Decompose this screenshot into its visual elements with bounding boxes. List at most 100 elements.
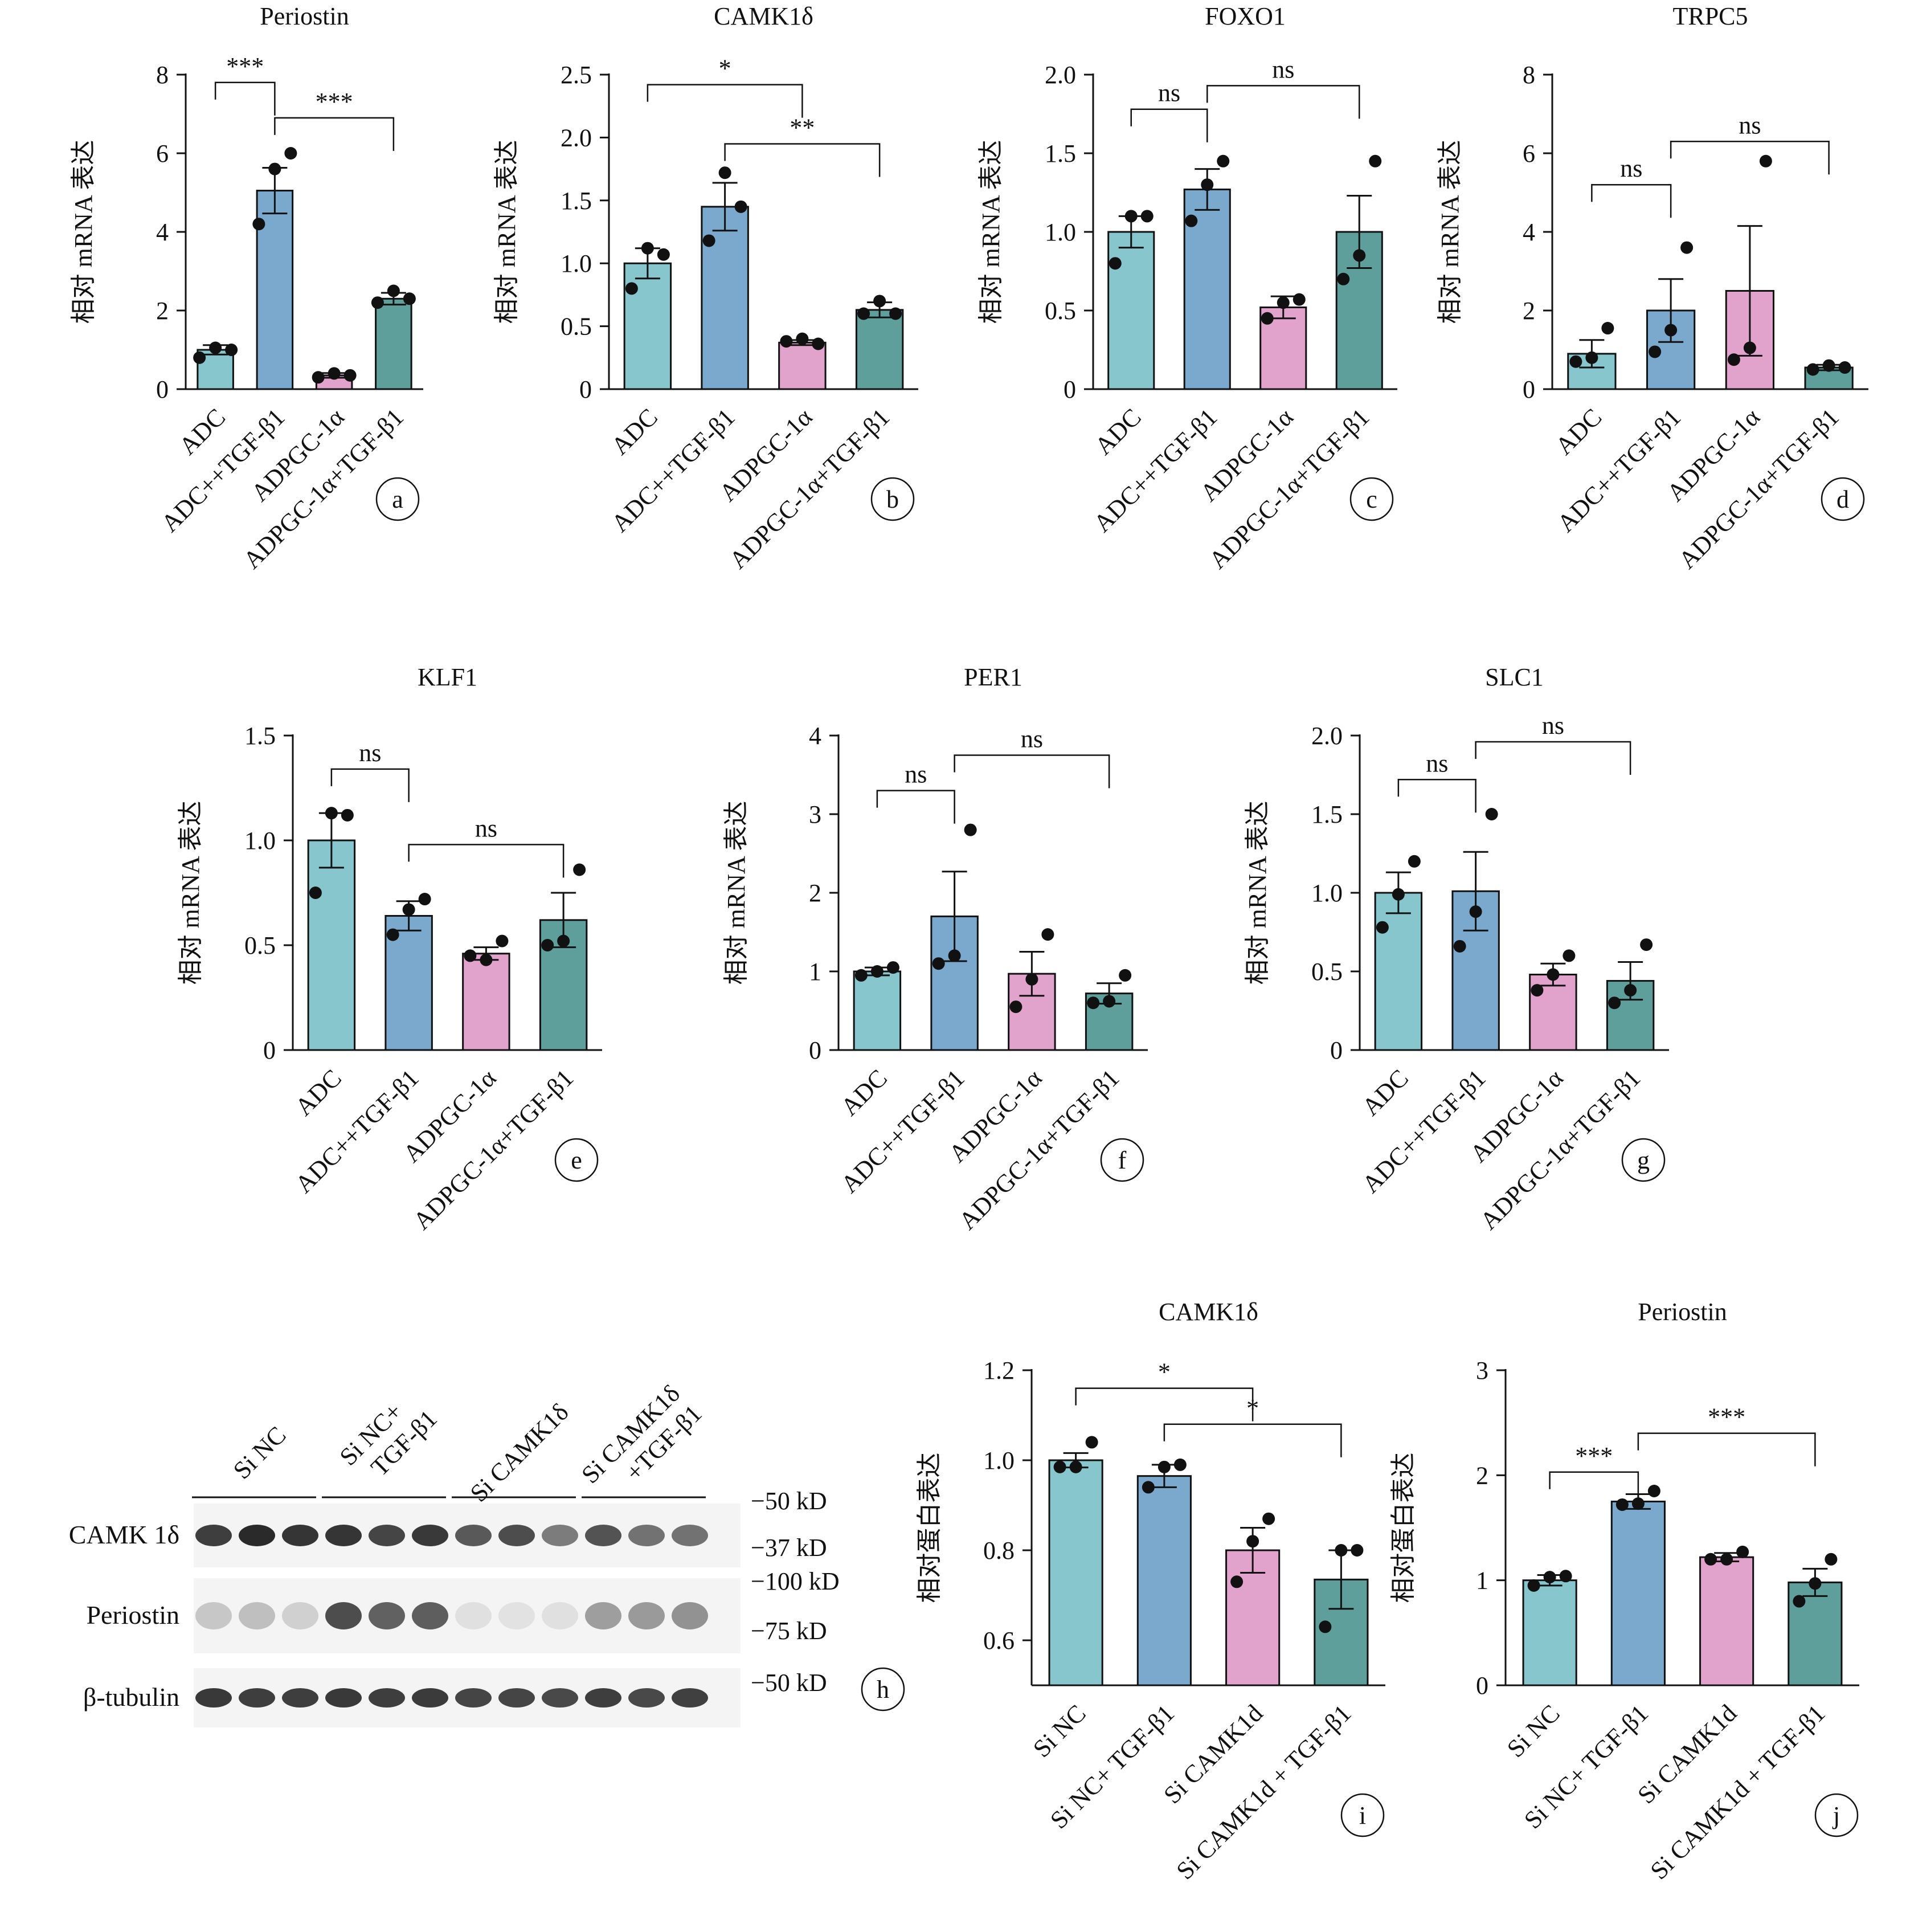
y-tick-label: 2 (1523, 297, 1535, 325)
bar (462, 953, 510, 1051)
data-point (1009, 1000, 1022, 1014)
x-tick-label: ADC (836, 1064, 893, 1121)
bar (1699, 1556, 1754, 1686)
y-tick-label: 0 (809, 1036, 821, 1064)
y-tick-label: 1.0 (1311, 879, 1343, 907)
significance-label: * (1158, 1358, 1171, 1386)
y-tick-label: 0 (579, 375, 592, 403)
significance-label: ns (1542, 712, 1564, 740)
bar (1374, 892, 1423, 1051)
data-point (886, 961, 899, 974)
bar (1529, 974, 1577, 1051)
data-point (1838, 361, 1851, 374)
y-tick-label: 2.0 (1311, 722, 1343, 750)
data-point (1559, 1570, 1572, 1583)
data-point (870, 965, 884, 978)
data-point (1704, 1553, 1717, 1566)
data-point (780, 335, 793, 348)
bar (853, 970, 902, 1051)
data-point (625, 282, 638, 295)
data-point (1262, 1512, 1275, 1525)
data-point (1041, 928, 1054, 941)
data-point (1261, 312, 1274, 325)
data-point (1217, 154, 1230, 168)
y-axis-label: 相对 mRNA 表达 (1436, 140, 1464, 324)
molecular-weight-marker: −75 kD (751, 1617, 827, 1645)
data-point (812, 337, 825, 350)
data-point (343, 369, 357, 382)
data-point (341, 808, 354, 822)
chart-title: Periostin (1638, 1298, 1727, 1326)
panel-letter: f (1118, 1146, 1127, 1174)
y-tick-label: 1.0 (1045, 218, 1076, 246)
data-point (1376, 921, 1389, 934)
data-point (1351, 1544, 1364, 1557)
molecular-weight-marker: −50 kD (751, 1669, 827, 1697)
data-point (193, 351, 206, 364)
significance-bracket (1475, 741, 1631, 775)
data-point (1140, 210, 1154, 223)
data-point (209, 341, 222, 354)
data-point (1369, 154, 1382, 168)
blot-band (542, 1602, 578, 1629)
panel-letter-circle (1821, 477, 1865, 521)
data-point (1809, 1577, 1822, 1590)
panel-letter-circle (1814, 1793, 1859, 1837)
y-tick-label: 2.0 (1045, 61, 1076, 89)
x-tick-label: Si CAMK1d + TGF-β1 (1171, 1699, 1357, 1885)
chart-title: CAMK1δ (714, 2, 813, 30)
y-axis-label: 相对蛋白表达 (1389, 1453, 1417, 1603)
significance-label: ns (1426, 749, 1448, 777)
data-point (1293, 293, 1306, 306)
data-point (1025, 973, 1038, 986)
data-point (557, 934, 570, 947)
significance-label: ns (1739, 111, 1761, 139)
data-point (1793, 1595, 1806, 1608)
blot-band (369, 1602, 405, 1629)
significance-label: ns (1158, 79, 1180, 107)
data-point (1563, 949, 1576, 962)
panel-letter-circle (1340, 1793, 1385, 1837)
y-tick-label: 0 (1064, 375, 1076, 403)
blot-row-label: CAMK 1δ (69, 1520, 179, 1549)
panel-letter-circle (1100, 1138, 1144, 1182)
bar (778, 341, 827, 390)
blot-band (239, 1525, 275, 1546)
data-point (386, 928, 399, 941)
data-point (1185, 214, 1198, 227)
chart-title: CAMK1δ (1159, 1298, 1258, 1326)
bar (1610, 1500, 1666, 1686)
x-tick-label: ADC (1089, 403, 1146, 460)
data-point (1649, 345, 1662, 358)
panel-letter: g (1637, 1146, 1650, 1174)
blot-row-label: β-tubulin (83, 1682, 179, 1712)
panel-letter-circle (375, 477, 420, 521)
data-point (328, 367, 341, 380)
y-axis-label: 相对 mRNA 表达 (1244, 801, 1271, 985)
data-point (1157, 1460, 1171, 1473)
significance-bracket (876, 790, 955, 824)
data-point (1743, 341, 1756, 354)
blot-band (585, 1688, 621, 1708)
blot-band (628, 1525, 665, 1546)
significance-bracket (408, 844, 565, 878)
panel-letter: i (1359, 1802, 1366, 1829)
panel-letter: b (886, 485, 899, 513)
data-point (1822, 359, 1835, 372)
blot-band (455, 1602, 492, 1629)
y-tick-label: 3 (1476, 1357, 1488, 1384)
data-point (1759, 154, 1772, 168)
bar (623, 262, 672, 390)
data-point (1085, 1436, 1098, 1449)
blot-band (369, 1688, 405, 1708)
significance-bracket (1075, 1387, 1254, 1422)
data-point (1727, 353, 1740, 366)
blot-band (325, 1602, 362, 1629)
bar (1136, 1475, 1192, 1686)
blot-band (412, 1525, 448, 1546)
bar (701, 206, 749, 390)
molecular-weight-marker: −37 kD (751, 1534, 827, 1562)
